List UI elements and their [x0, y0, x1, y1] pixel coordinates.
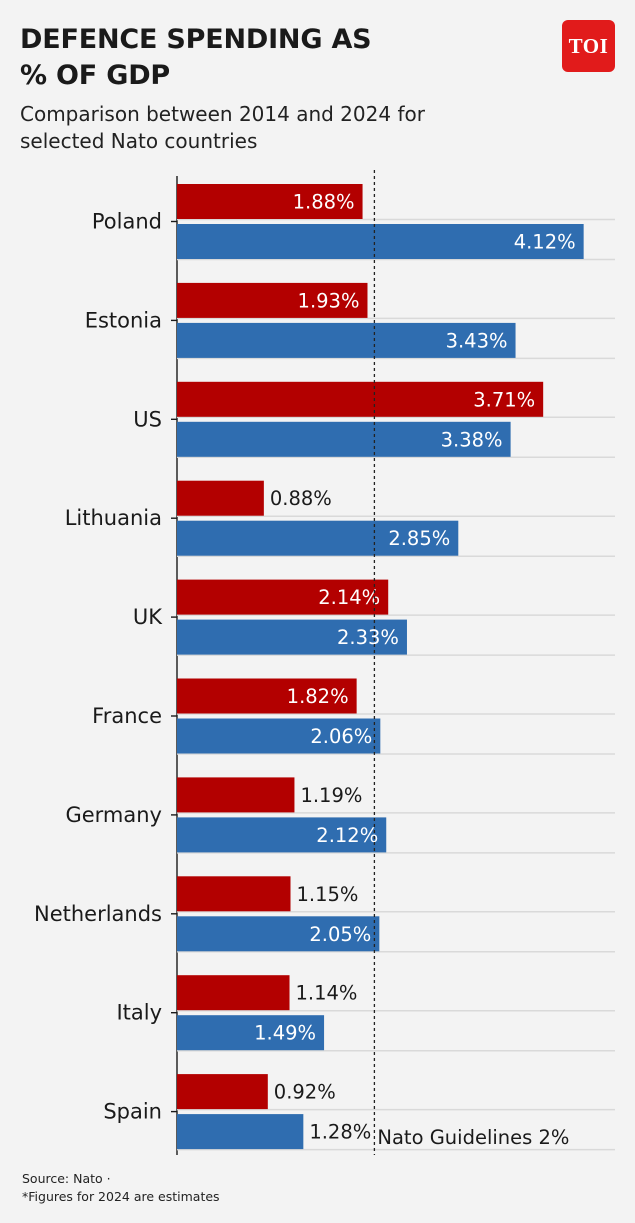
source-text: Source: Nato ·: [22, 1171, 111, 1186]
category-label-spain: Spain: [103, 1100, 162, 1124]
data-label-2014-italy: 1.14%: [296, 982, 358, 1005]
bar-2024-lithuania: [177, 520, 459, 556]
bar-2014-uk: [177, 579, 389, 615]
bar-2014-poland: [177, 184, 363, 219]
data-label-2024-lithuania: 2.85%: [388, 527, 450, 550]
category-label-netherlands: Netherlands: [34, 902, 162, 926]
data-label-2014-uk: 2.14%: [318, 586, 380, 609]
chart-subtitle-line-1: Comparison between 2014 and 2024 for: [20, 102, 425, 126]
estimate-note: *Figures for 2024 are estimates: [22, 1189, 220, 1204]
category-label-italy: Italy: [116, 1001, 162, 1025]
bar-2024-germany: [177, 817, 387, 853]
nato-guideline-label: Nato Guidelines 2%: [377, 1126, 569, 1149]
bar-2014-netherlands: [177, 876, 291, 912]
bar-chart: Poland 1.88% 4.12% Estonia 1.93% 3.43% US 3.71%…: [34, 170, 615, 1155]
category-label-us: US: [133, 407, 162, 431]
bar-2014-us: [177, 381, 544, 417]
data-label-2014-estonia: 1.93%: [298, 289, 360, 312]
data-label-2024-poland: 4.12%: [514, 231, 576, 254]
bar-2024-netherlands: [177, 916, 380, 952]
category-label-germany: Germany: [65, 803, 162, 827]
data-label-2014-spain: 0.92%: [274, 1081, 336, 1104]
bar-2014-germany: [177, 777, 295, 813]
bar-2024-uk: [177, 619, 407, 655]
bar-2014-italy: [177, 975, 290, 1011]
bar-2024-us: [177, 421, 511, 457]
category-label-poland: Poland: [92, 210, 162, 234]
data-label-2014-poland: 1.88%: [293, 191, 355, 214]
bar-2014-spain: [177, 1074, 268, 1110]
source-note: Source: Nato · *Figures for 2024 are est…: [22, 1170, 220, 1206]
chart-subtitle-line-2: selected Nato countries: [20, 129, 258, 153]
chart-title-line-1: DEFENCE SPENDING AS: [20, 24, 372, 55]
data-label-2024-estonia: 3.43%: [446, 329, 508, 352]
chart-title: DEFENCE SPENDING AS % OF GDP: [20, 22, 520, 94]
category-label-estonia: Estonia: [85, 308, 162, 332]
bar-2014-france: [177, 678, 357, 714]
bar-2024-estonia: [177, 322, 516, 358]
category-label-uk: UK: [133, 605, 163, 629]
chart-title-line-2: % OF GDP: [20, 60, 171, 91]
toi-logo: TOI: [562, 20, 615, 72]
bar-2024-spain: [177, 1114, 304, 1150]
data-label-2024-netherlands: 2.05%: [309, 923, 371, 946]
bar-2024-france: [177, 718, 381, 754]
chart-subtitle: Comparison between 2014 and 2024 for sel…: [20, 101, 540, 155]
bar-2014-estonia: [177, 282, 368, 318]
data-label-2014-germany: 1.19%: [300, 784, 362, 807]
data-label-2024-us: 3.38%: [441, 428, 503, 451]
data-label-2024-uk: 2.33%: [337, 626, 399, 649]
category-label-france: France: [92, 704, 162, 728]
data-label-2014-netherlands: 1.15%: [297, 883, 359, 906]
data-label-2014-us: 3.71%: [473, 388, 535, 411]
data-label-2024-spain: 1.28%: [309, 1121, 371, 1144]
category-label-lithuania: Lithuania: [65, 506, 162, 530]
bar-2024-italy: [177, 1015, 325, 1051]
data-label-2024-france: 2.06%: [310, 725, 372, 748]
data-label-2014-france: 1.82%: [287, 685, 349, 708]
data-label-2024-italy: 1.49%: [254, 1022, 316, 1045]
data-label-2014-lithuania: 0.88%: [270, 487, 332, 510]
bar-2014-lithuania: [177, 480, 264, 516]
bar-2024-poland: [177, 224, 584, 259]
data-label-2024-germany: 2.12%: [316, 824, 378, 847]
